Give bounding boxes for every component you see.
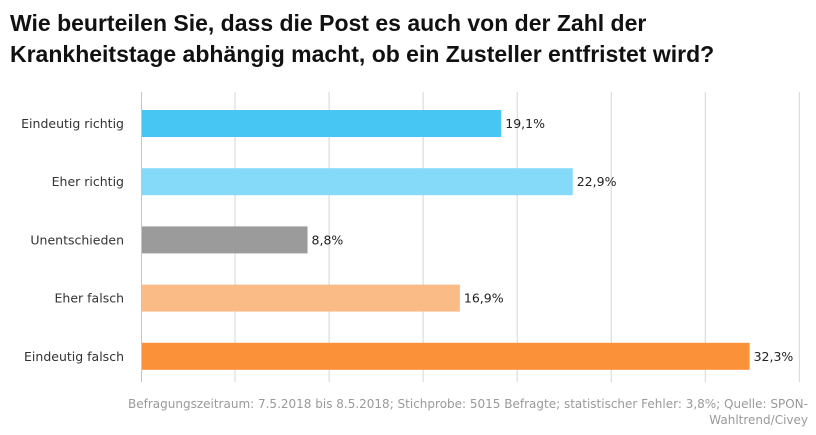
bar (142, 342, 750, 370)
category-label: Eindeutig falsch (24, 349, 124, 364)
source-footnote: Befragungszeitraum: 7.5.2018 bis 8.5.201… (128, 397, 808, 427)
chart-title-line-1: Wie beurteilen Sie, dass die Post es auc… (10, 10, 647, 36)
value-label: 19,1% (505, 116, 545, 131)
bar (142, 226, 308, 254)
value-label: 32,3% (754, 349, 794, 364)
bar (142, 284, 460, 312)
bar (142, 168, 573, 196)
chart-title: Wie beurteilen Sie, dass die Post es auc… (10, 8, 810, 70)
value-label: 22,9% (577, 174, 617, 189)
category-label: Eher falsch (55, 291, 124, 306)
chart-title-line-2: Krankheitstage abhängig macht, ob ein Zu… (10, 41, 715, 67)
category-label: Unentschieden (30, 232, 124, 247)
category-label: Eindeutig richtig (21, 116, 124, 131)
category-label: Eher richtig (52, 174, 124, 189)
value-label: 16,9% (464, 291, 504, 306)
value-label: 8,8% (312, 232, 344, 247)
bar (142, 110, 502, 137)
